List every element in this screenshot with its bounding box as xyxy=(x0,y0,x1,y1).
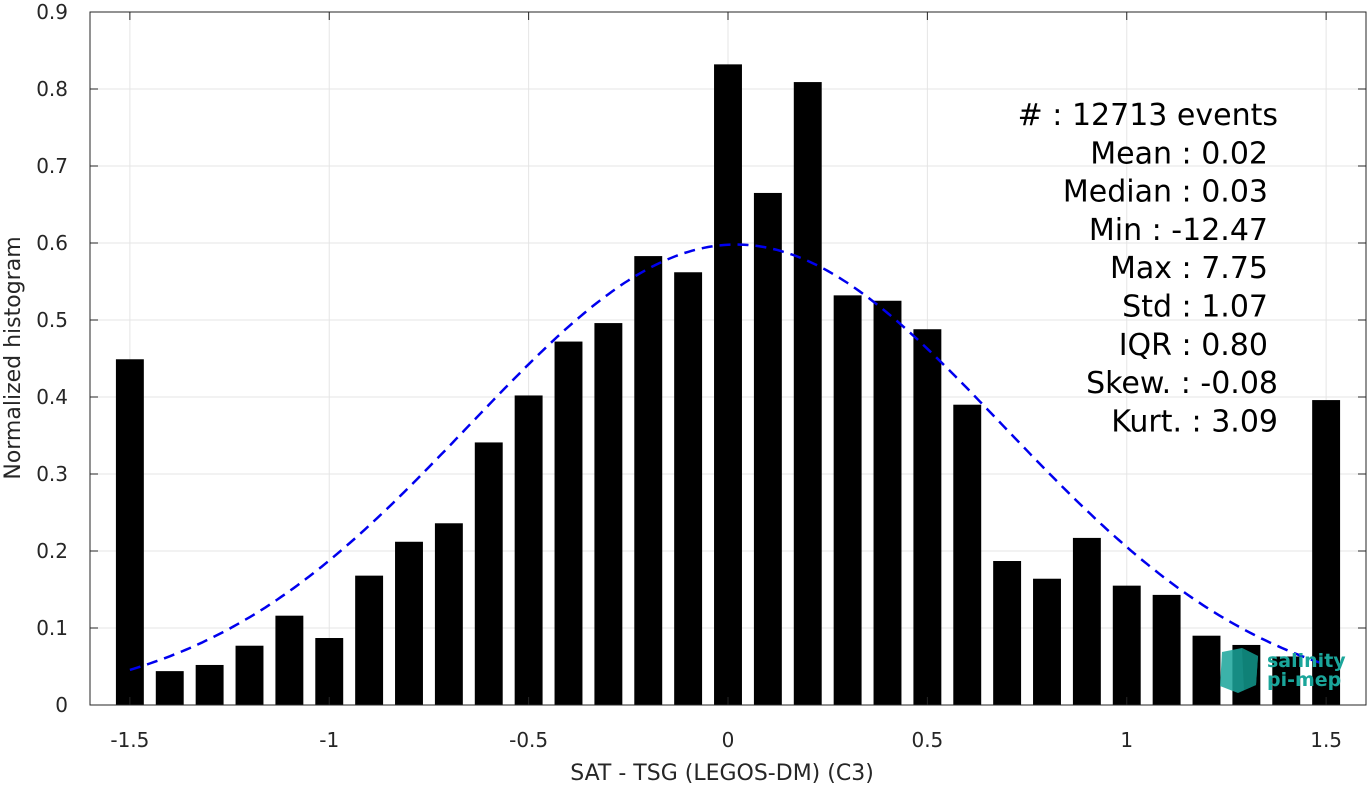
histogram-bar xyxy=(1072,537,1101,705)
histogram-bar xyxy=(833,295,862,705)
y-tick-label: 0.4 xyxy=(36,385,68,409)
logo-text-pimep: pi-mep xyxy=(1267,669,1341,691)
logo-text-salinity: salinity xyxy=(1267,650,1346,672)
y-axis-ticks: 0 0.1 0.2 0.3 0.4 0.5 0.6 0.7 0.8 0.9 xyxy=(36,0,1366,717)
histogram-bar xyxy=(195,664,224,705)
histogram-bar xyxy=(1272,656,1301,705)
histogram-bar xyxy=(115,359,144,705)
y-tick-label: 0.3 xyxy=(36,462,68,486)
histogram-bar xyxy=(993,561,1022,705)
histogram-bar xyxy=(235,645,264,705)
stat-line: Max : 7.75 xyxy=(1110,251,1268,286)
y-tick-label: 0.5 xyxy=(36,308,68,332)
bars-group xyxy=(115,64,1341,706)
y-tick-label: 0.1 xyxy=(36,616,68,640)
histogram-bar xyxy=(1312,400,1341,705)
x-tick-label: 0 xyxy=(722,728,735,752)
histogram-bar xyxy=(953,404,982,705)
x-tick-label: 1 xyxy=(1120,728,1133,752)
histogram-bar xyxy=(753,192,782,705)
histogram-bar xyxy=(1033,578,1061,705)
stat-line: Skew. : -0.08 xyxy=(1086,366,1278,401)
salinity-pimep-logo: salinity pi-mep xyxy=(1220,648,1346,693)
histogram-bar xyxy=(674,272,703,705)
histogram-bar xyxy=(395,541,423,705)
histogram-bar xyxy=(1192,635,1221,705)
stat-line: Median : 0.03 xyxy=(1063,175,1268,210)
histogram-bar xyxy=(514,395,543,705)
histogram-bar xyxy=(1112,585,1141,705)
histogram-bar xyxy=(275,615,304,705)
stat-line: Kurt. : 3.09 xyxy=(1111,404,1278,439)
x-axis-title: SAT - TSG (LEGOS-DM) (C3) xyxy=(570,761,874,785)
histogram-bar xyxy=(155,671,184,705)
histogram-bar xyxy=(355,575,384,705)
x-tick-label: 1.5 xyxy=(1310,728,1342,752)
stat-line: Mean : 0.02 xyxy=(1090,136,1268,171)
histogram-bar xyxy=(474,442,503,705)
stat-line: # : 12713 events xyxy=(1018,98,1278,133)
stat-line: IQR : 0.80 xyxy=(1119,328,1268,363)
y-tick-label: 0.2 xyxy=(36,539,68,563)
histogram-bar xyxy=(315,638,344,705)
stat-line: Min : -12.47 xyxy=(1089,213,1268,248)
histogram-bar xyxy=(594,323,623,705)
histogram-bar xyxy=(1152,594,1181,705)
y-tick-label: 0.8 xyxy=(36,77,68,101)
stat-line: Std : 1.07 xyxy=(1122,290,1268,325)
histogram-bar xyxy=(714,64,742,706)
histogram-bar xyxy=(873,300,902,705)
logo-shape-shade xyxy=(1242,648,1258,690)
histogram-bar xyxy=(913,329,942,705)
y-tick-label: 0.9 xyxy=(36,0,68,24)
gaussian-fit-curve xyxy=(129,243,1327,672)
x-tick-label: -1.5 xyxy=(110,728,149,752)
histogram-bar xyxy=(434,523,463,705)
y-axis-title: Normalized histogram xyxy=(1,236,26,479)
x-tick-label: -1 xyxy=(319,728,339,752)
y-tick-label: 0.6 xyxy=(36,231,68,255)
histogram-bar xyxy=(793,82,822,705)
y-tick-label: 0.7 xyxy=(36,154,68,178)
histogram-bar xyxy=(554,341,583,705)
histogram-bar xyxy=(634,256,663,705)
y-tick-label: 0 xyxy=(55,693,68,717)
x-tick-label: 0.5 xyxy=(911,728,943,752)
x-axis-ticks: -1.5 -1 -0.5 0 0.5 1 1.5 xyxy=(110,12,1342,752)
x-tick-label: -0.5 xyxy=(509,728,548,752)
